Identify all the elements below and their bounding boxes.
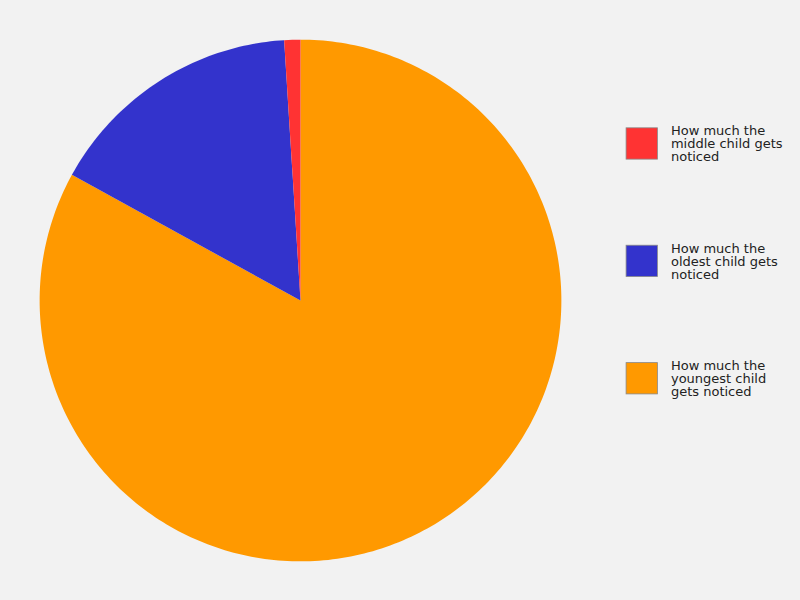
svg-text:How much theyoungest childgets: How much theyoungest childgets noticed <box>671 358 766 399</box>
svg-text:How much theoldest child getsn: How much theoldest child getsnoticed <box>671 241 778 282</box>
svg-text:How much themiddle child getsn: How much themiddle child getsnoticed <box>671 123 783 164</box>
